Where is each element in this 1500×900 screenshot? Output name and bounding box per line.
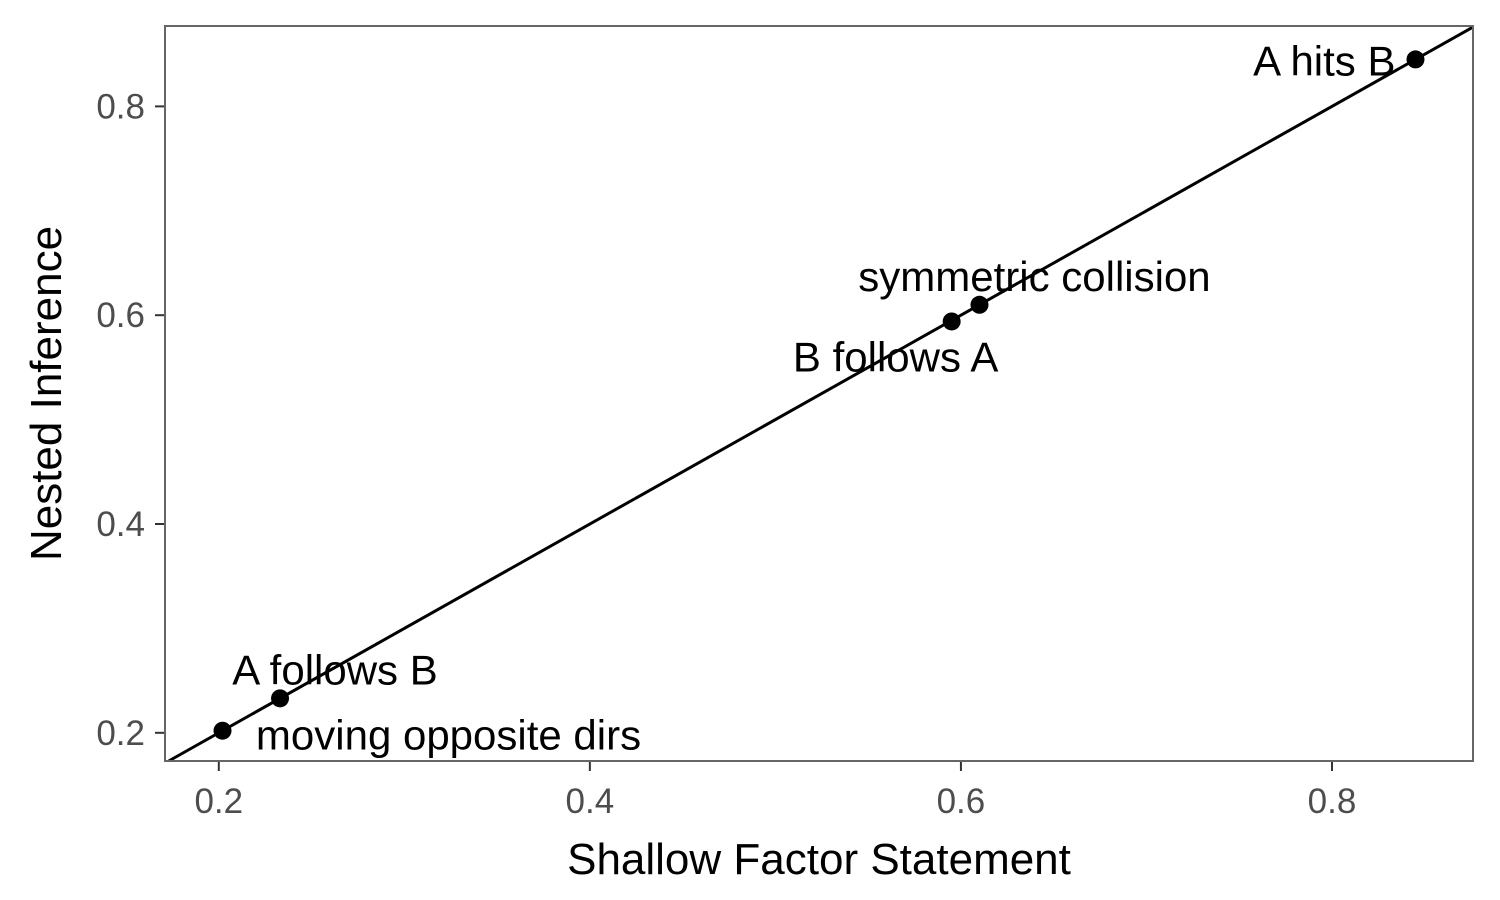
plot-panel-border xyxy=(164,25,1474,762)
data-point xyxy=(213,721,232,740)
point-label: moving opposite dirs xyxy=(256,712,641,759)
identity-reference-line xyxy=(167,25,1474,763)
x-tick-label: 0.8 xyxy=(1308,782,1357,821)
reference-line-layer xyxy=(167,25,1474,763)
x-tick-label: 0.2 xyxy=(194,782,243,821)
axis-ticks: 0.2 0.4 0.6 0.8 0.2 0.4 0.6 0.8 xyxy=(96,87,1356,821)
points-layer xyxy=(213,50,1425,740)
x-tick-label: 0.6 xyxy=(937,782,986,821)
y-tick-label: 0.6 xyxy=(96,296,145,335)
y-axis-title: Nested Inference xyxy=(22,226,71,561)
data-point xyxy=(271,689,290,708)
point-labels-layer: A hits B symmetric collision B follows A A … xyxy=(232,37,1395,758)
data-point xyxy=(942,312,961,331)
point-label: A follows B xyxy=(232,646,437,693)
y-tick-label: 0.2 xyxy=(96,714,145,753)
data-point xyxy=(1406,50,1425,69)
y-tick-label: 0.4 xyxy=(96,505,145,544)
y-tick-label: 0.8 xyxy=(96,87,145,126)
x-axis-title: Shallow Factor Statement xyxy=(567,835,1071,884)
data-point xyxy=(970,295,989,314)
point-label: A hits B xyxy=(1253,37,1395,84)
point-label: symmetric collision xyxy=(858,253,1210,300)
x-tick-label: 0.4 xyxy=(566,782,615,821)
point-label: B follows A xyxy=(793,333,998,380)
